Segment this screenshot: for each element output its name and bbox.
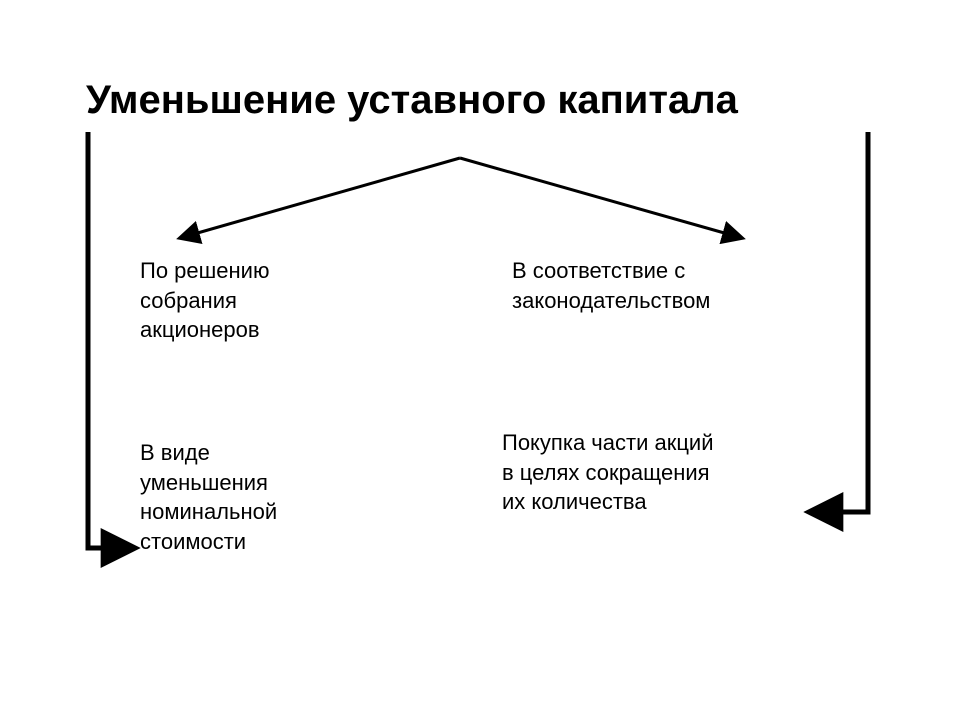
label-right-top: В соответствие с законодательством (512, 256, 792, 315)
diagram-stage: Уменьшение уставного капитала По решению… (0, 0, 960, 720)
label-left-bottom: В виде уменьшения номинальной стоимости (140, 438, 360, 557)
label-left-top: По решению собрания акционеров (140, 256, 360, 345)
page-title: Уменьшение уставного капитала (86, 78, 738, 123)
label-right-bottom: Покупка части акций в целях сокращения и… (502, 428, 802, 517)
